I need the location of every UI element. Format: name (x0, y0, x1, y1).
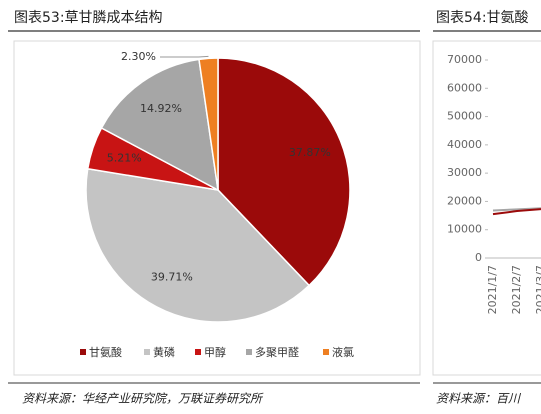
pie-slice (198, 57, 219, 191)
data-label: 5.21% (107, 151, 142, 164)
chart-frame (13, 40, 421, 376)
legend-swatch (80, 349, 86, 355)
y-tick-label: 70000 (447, 53, 482, 66)
legend-label: 多聚甲醛 (255, 345, 299, 359)
legend-swatch (323, 349, 329, 355)
source: 资料来源：华经产业研究院，万联证券研究所 (22, 392, 264, 406)
y-tick-label: 60000 (447, 81, 482, 94)
legend-label: 甘氨酸 (89, 345, 122, 359)
legend-label: 液氯 (332, 345, 354, 359)
source: 资料来源：百川 (436, 392, 522, 406)
legend-swatch (246, 349, 252, 355)
series-line (492, 207, 541, 212)
chart-frame (432, 40, 541, 376)
y-tick-label: 40000 (447, 138, 482, 151)
leader-line (160, 55, 209, 58)
legend-swatch (144, 349, 150, 355)
x-tick-label: 2021/2/7 (510, 265, 523, 314)
y-tick-label: 0 (475, 251, 482, 264)
pie-slice (85, 167, 311, 323)
pie-slice (217, 57, 351, 287)
y-tick-label: 30000 (447, 166, 482, 179)
y-tick-label: 50000 (447, 110, 482, 123)
x-tick-label: 2021/3/7 (534, 265, 541, 314)
pie-slice (100, 58, 219, 192)
data-label: 37.87% (289, 146, 331, 159)
chart-title: 图表54:甘氨酸 (436, 10, 529, 26)
data-label: 2.30% (121, 50, 156, 63)
y-tick-label: 10000 (447, 223, 482, 236)
x-tick-label: 2021/1/7 (486, 265, 499, 314)
chart-title: 图表53:草甘膦成本结构 (14, 10, 163, 26)
series-line (492, 208, 541, 216)
legend-label: 甲醇 (204, 345, 226, 359)
data-label: 14.92% (140, 102, 182, 115)
legend-swatch (195, 349, 201, 355)
legend-label: 黄磷 (153, 345, 175, 359)
y-tick-label: 20000 (447, 194, 482, 207)
data-label: 39.71% (151, 271, 193, 284)
